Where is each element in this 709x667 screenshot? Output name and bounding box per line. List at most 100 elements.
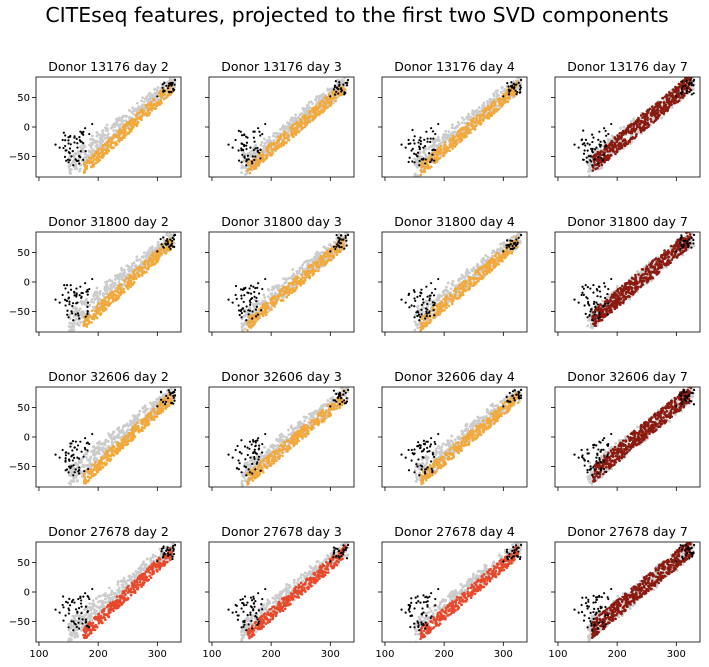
- highlight-cell-point: [98, 155, 102, 159]
- background-cell-point: [147, 249, 151, 252]
- outlier-cell-point: [603, 139, 606, 143]
- outlier-cell-point: [79, 140, 82, 143]
- outlier-cell-point: [75, 287, 78, 290]
- highlight-cell-point: [608, 146, 611, 150]
- highlight-cell-point: [108, 303, 111, 306]
- background-cell-point: [415, 165, 419, 169]
- highlight-cell-point: [488, 108, 491, 112]
- background-cell-point: [101, 128, 105, 132]
- background-cell-point: [122, 272, 126, 276]
- outlier-cell-point: [577, 146, 580, 149]
- highlight-cell-point: [102, 151, 105, 155]
- outlier-cell-point: [237, 149, 240, 152]
- highlight-cell-point: [88, 320, 91, 324]
- highlight-cell-point: [248, 171, 252, 175]
- highlight-cell-point: [123, 131, 126, 134]
- background-cell-point: [424, 153, 427, 157]
- background-cell-point: [432, 141, 436, 145]
- background-cell-point: [462, 118, 466, 122]
- highlight-cell-point: [436, 152, 439, 155]
- highlight-cell-point: [458, 131, 462, 135]
- outlier-cell-point: [240, 147, 243, 150]
- outlier-cell-point: [424, 162, 427, 165]
- highlight-cell-point: [650, 114, 653, 117]
- outlier-cell-point: [689, 89, 693, 92]
- highlight-cell-point: [133, 274, 137, 278]
- highlight-cell-point: [159, 92, 163, 96]
- background-cell-point: [68, 329, 71, 332]
- outlier-cell-point: [411, 160, 414, 163]
- background-cell-point: [80, 146, 84, 150]
- outlier-cell-point: [240, 161, 243, 164]
- highlight-cell-point: [82, 171, 86, 174]
- outlier-cell-point: [432, 137, 435, 140]
- highlight-cell-point: [104, 143, 108, 147]
- outlier-cell-point: [245, 144, 248, 147]
- background-cell-point: [150, 95, 154, 98]
- background-cell-point: [127, 269, 131, 273]
- panel-title: Donor 31800 day 3: [221, 214, 342, 229]
- background-cell-point: [318, 98, 321, 102]
- background-cell-point: [72, 306, 75, 310]
- highlight-cell-point: [463, 131, 467, 135]
- highlight-cell-point: [419, 173, 423, 177]
- highlight-cell-point: [145, 105, 149, 109]
- outlier-cell-point: [161, 86, 164, 89]
- background-cell-point: [142, 255, 146, 259]
- outlier-cell-point: [429, 137, 432, 140]
- highlight-cell-point: [105, 303, 108, 307]
- background-cell-point: [95, 286, 99, 290]
- background-cell-point: [77, 323, 81, 327]
- highlight-cell-point: [127, 284, 130, 288]
- highlight-cell-point: [626, 127, 629, 131]
- background-cell-point: [75, 167, 79, 171]
- background-cell-point: [173, 81, 176, 85]
- highlight-cell-point: [156, 260, 159, 264]
- outlier-cell-point: [252, 148, 255, 152]
- highlight-cell-point: [135, 122, 139, 125]
- background-cell-point: [72, 325, 76, 329]
- outlier-cell-point: [245, 141, 249, 144]
- background-cell-point: [101, 133, 105, 137]
- outlier-cell-point: [580, 138, 584, 141]
- background-cell-point: [125, 115, 128, 118]
- highlight-cell-point: [512, 93, 516, 97]
- background-cell-point: [301, 107, 305, 110]
- highlight-cell-point: [246, 161, 250, 165]
- highlight-cell-point: [636, 125, 639, 129]
- outlier-cell-point: [78, 317, 81, 320]
- outlier-cell-point: [254, 147, 257, 150]
- background-cell-point: [306, 259, 310, 263]
- outlier-cell-point: [243, 156, 246, 159]
- highlight-cell-point: [626, 129, 629, 133]
- highlight-cell-point: [258, 153, 262, 156]
- highlight-cell-point: [131, 283, 134, 287]
- outlier-cell-point: [78, 136, 81, 139]
- highlight-cell-point: [102, 143, 105, 147]
- highlight-cell-point: [139, 268, 143, 271]
- background-cell-point: [516, 77, 520, 79]
- highlight-cell-point: [610, 144, 614, 148]
- background-cell-point: [291, 268, 295, 271]
- background-cell-point: [74, 164, 78, 168]
- highlight-cell-point: [492, 104, 496, 107]
- background-cell-point: [500, 86, 504, 90]
- highlight-cell-point: [429, 156, 432, 159]
- highlight-cell-point: [126, 122, 130, 126]
- highlight-cell-point: [163, 97, 166, 100]
- outlier-cell-point: [58, 146, 61, 149]
- highlight-cell-point: [132, 125, 135, 129]
- highlight-cell-point: [482, 113, 485, 117]
- background-cell-point: [138, 258, 142, 261]
- highlight-cell-point: [318, 111, 322, 115]
- outlier-cell-point: [329, 95, 332, 98]
- outlier-cell-point: [70, 310, 73, 313]
- highlight-cell-point: [482, 111, 486, 114]
- outlier-cell-point: [67, 139, 70, 142]
- background-cell-point: [76, 150, 80, 154]
- highlight-cell-point: [96, 150, 100, 154]
- highlight-cell-point: [136, 116, 140, 120]
- highlight-cell-point: [114, 141, 118, 144]
- highlight-cell-point: [316, 107, 320, 111]
- highlight-cell-point: [320, 108, 323, 112]
